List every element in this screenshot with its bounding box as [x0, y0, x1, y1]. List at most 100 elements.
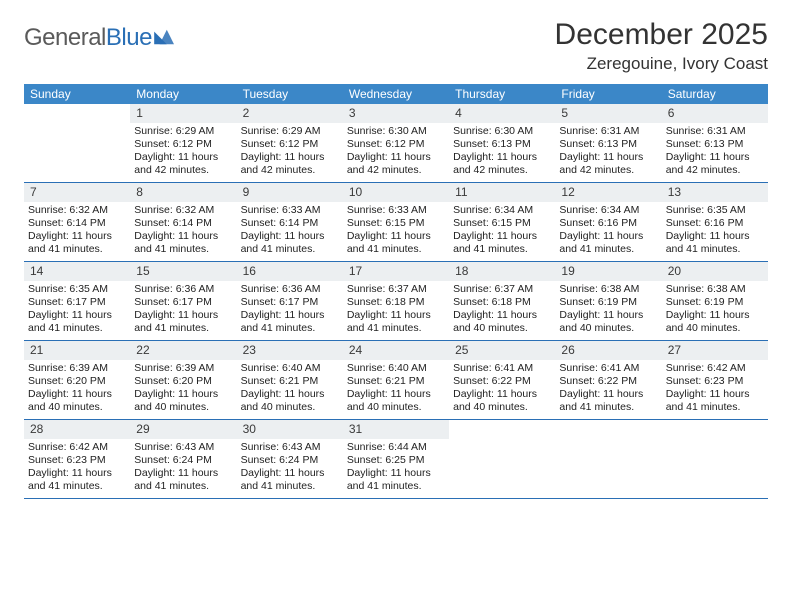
daylight-line: Daylight: 11 hours and 41 minutes.: [134, 230, 232, 256]
day-number: 17: [343, 262, 449, 281]
sunset-line: Sunset: 6:20 PM: [134, 375, 232, 388]
sunset-line: Sunset: 6:23 PM: [666, 375, 764, 388]
location: Zeregouine, Ivory Coast: [555, 54, 768, 74]
day-cell: 25Sunrise: 6:41 AMSunset: 6:22 PMDayligh…: [449, 341, 555, 419]
daylight-line: Daylight: 11 hours and 41 minutes.: [134, 309, 232, 335]
sunset-line: Sunset: 6:21 PM: [241, 375, 339, 388]
daylight-line: Daylight: 11 hours and 40 minutes.: [453, 388, 551, 414]
day-number: 2: [237, 104, 343, 123]
day-number: 12: [555, 183, 661, 202]
header: GeneralBlue December 2025 Zeregouine, Iv…: [24, 18, 768, 74]
day-cell: 1Sunrise: 6:29 AMSunset: 6:12 PMDaylight…: [130, 104, 236, 182]
sunrise-line: Sunrise: 6:30 AM: [453, 125, 551, 138]
daylight-line: Daylight: 11 hours and 40 minutes.: [28, 388, 126, 414]
blank-cell: [449, 420, 555, 498]
weeks-container: 1Sunrise: 6:29 AMSunset: 6:12 PMDaylight…: [24, 104, 768, 499]
sunrise-line: Sunrise: 6:36 AM: [241, 283, 339, 296]
day-number: 26: [555, 341, 661, 360]
day-number: 9: [237, 183, 343, 202]
daylight-line: Daylight: 11 hours and 41 minutes.: [241, 467, 339, 493]
day-number: 24: [343, 341, 449, 360]
week-row: 7Sunrise: 6:32 AMSunset: 6:14 PMDaylight…: [24, 183, 768, 262]
sunset-line: Sunset: 6:17 PM: [28, 296, 126, 309]
sunrise-line: Sunrise: 6:35 AM: [28, 283, 126, 296]
blank-cell: [662, 420, 768, 498]
daylight-line: Daylight: 11 hours and 40 minutes.: [241, 388, 339, 414]
day-cell: 17Sunrise: 6:37 AMSunset: 6:18 PMDayligh…: [343, 262, 449, 340]
sunset-line: Sunset: 6:16 PM: [666, 217, 764, 230]
day-number: [24, 104, 130, 121]
sunrise-line: Sunrise: 6:38 AM: [559, 283, 657, 296]
day-cell: 4Sunrise: 6:30 AMSunset: 6:13 PMDaylight…: [449, 104, 555, 182]
sunrise-line: Sunrise: 6:32 AM: [134, 204, 232, 217]
sunrise-line: Sunrise: 6:33 AM: [241, 204, 339, 217]
sunset-line: Sunset: 6:12 PM: [134, 138, 232, 151]
day-cell: 15Sunrise: 6:36 AMSunset: 6:17 PMDayligh…: [130, 262, 236, 340]
day-number: 10: [343, 183, 449, 202]
sunset-line: Sunset: 6:13 PM: [453, 138, 551, 151]
sunset-line: Sunset: 6:14 PM: [134, 217, 232, 230]
sunrise-line: Sunrise: 6:33 AM: [347, 204, 445, 217]
day-number: 11: [449, 183, 555, 202]
sunrise-line: Sunrise: 6:39 AM: [28, 362, 126, 375]
sunrise-line: Sunrise: 6:41 AM: [559, 362, 657, 375]
daylight-line: Daylight: 11 hours and 42 minutes.: [666, 151, 764, 177]
day-number: 16: [237, 262, 343, 281]
day-number: 13: [662, 183, 768, 202]
day-cell: 3Sunrise: 6:30 AMSunset: 6:12 PMDaylight…: [343, 104, 449, 182]
day-cell: 10Sunrise: 6:33 AMSunset: 6:15 PMDayligh…: [343, 183, 449, 261]
day-number: 31: [343, 420, 449, 439]
sunrise-line: Sunrise: 6:31 AM: [666, 125, 764, 138]
sunset-line: Sunset: 6:12 PM: [241, 138, 339, 151]
sunset-line: Sunset: 6:15 PM: [347, 217, 445, 230]
daylight-line: Daylight: 11 hours and 40 minutes.: [666, 309, 764, 335]
day-number: 15: [130, 262, 236, 281]
day-number: 8: [130, 183, 236, 202]
sunrise-line: Sunrise: 6:29 AM: [241, 125, 339, 138]
day-cell: 5Sunrise: 6:31 AMSunset: 6:13 PMDaylight…: [555, 104, 661, 182]
sunset-line: Sunset: 6:13 PM: [666, 138, 764, 151]
sunrise-line: Sunrise: 6:35 AM: [666, 204, 764, 217]
day-number: 22: [130, 341, 236, 360]
weekday-header: Friday: [555, 84, 661, 104]
sunrise-line: Sunrise: 6:38 AM: [666, 283, 764, 296]
day-cell: 21Sunrise: 6:39 AMSunset: 6:20 PMDayligh…: [24, 341, 130, 419]
daylight-line: Daylight: 11 hours and 41 minutes.: [666, 388, 764, 414]
day-cell: 14Sunrise: 6:35 AMSunset: 6:17 PMDayligh…: [24, 262, 130, 340]
weekday-header: Thursday: [449, 84, 555, 104]
day-number: [449, 420, 555, 437]
day-cell: 28 Sunrise: 6:42 AMSunset: 6:23 PMDayligh…: [24, 420, 130, 498]
week-row: 21Sunrise: 6:39 AMSunset: 6:20 PMDayligh…: [24, 341, 768, 420]
daylight-line: Daylight: 11 hours and 41 minutes.: [347, 309, 445, 335]
day-cell: 6Sunrise: 6:31 AMSunset: 6:13 PMDaylight…: [662, 104, 768, 182]
weekday-header: Saturday: [662, 84, 768, 104]
daylight-line: Daylight: 11 hours and 41 minutes.: [241, 230, 339, 256]
sunset-line: Sunset: 6:23 PM: [28, 454, 126, 467]
sunset-line: Sunset: 6:20 PM: [28, 375, 126, 388]
weekday-header: Monday: [130, 84, 236, 104]
day-number: 28: [24, 420, 130, 439]
day-cell: 9Sunrise: 6:33 AMSunset: 6:14 PMDaylight…: [237, 183, 343, 261]
day-cell: 11Sunrise: 6:34 AMSunset: 6:15 PMDayligh…: [449, 183, 555, 261]
sunset-line: Sunset: 6:24 PM: [134, 454, 232, 467]
daylight-line: Daylight: 11 hours and 40 minutes.: [559, 309, 657, 335]
sunrise-line: Sunrise: 6:40 AM: [241, 362, 339, 375]
day-cell: 13Sunrise: 6:35 AMSunset: 6:16 PMDayligh…: [662, 183, 768, 261]
sunset-line: Sunset: 6:21 PM: [347, 375, 445, 388]
logo-triangle-icon: [154, 28, 176, 46]
sunrise-line: Sunrise: 6:34 AM: [559, 204, 657, 217]
sunrise-line: Sunrise: 6:41 AM: [453, 362, 551, 375]
sunset-line: Sunset: 6:15 PM: [453, 217, 551, 230]
sunset-line: Sunset: 6:22 PM: [559, 375, 657, 388]
daylight-line: Daylight: 11 hours and 41 minutes.: [28, 467, 126, 493]
sunrise-line: Sunrise: 6:42 AM: [28, 441, 126, 454]
sunset-line: Sunset: 6:18 PM: [347, 296, 445, 309]
sunrise-line: Sunrise: 6:36 AM: [134, 283, 232, 296]
sunrise-line: Sunrise: 6:34 AM: [453, 204, 551, 217]
day-cell: 12Sunrise: 6:34 AMSunset: 6:16 PMDayligh…: [555, 183, 661, 261]
month-title: December 2025: [555, 18, 768, 52]
sunset-line: Sunset: 6:16 PM: [559, 217, 657, 230]
title-block: December 2025 Zeregouine, Ivory Coast: [555, 18, 768, 74]
week-row: 1Sunrise: 6:29 AMSunset: 6:12 PMDaylight…: [24, 104, 768, 183]
sunset-line: Sunset: 6:17 PM: [241, 296, 339, 309]
